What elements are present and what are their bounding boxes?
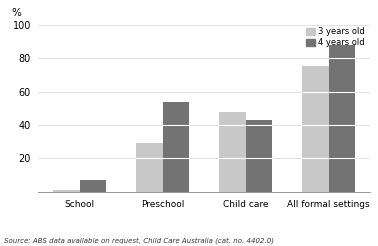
Legend: 3 years old, 4 years old: 3 years old, 4 years old	[305, 25, 366, 49]
Bar	[329, 45, 355, 192]
Bar	[219, 112, 246, 192]
Bar	[163, 102, 189, 192]
Bar	[136, 143, 163, 192]
Text: %: %	[11, 8, 21, 18]
Bar	[302, 66, 329, 192]
Bar	[53, 190, 79, 192]
Bar	[246, 120, 272, 192]
Bar	[79, 180, 106, 192]
Text: Source: ABS data available on request, Child Care Australia (cat. no. 4402.0): Source: ABS data available on request, C…	[4, 237, 274, 244]
